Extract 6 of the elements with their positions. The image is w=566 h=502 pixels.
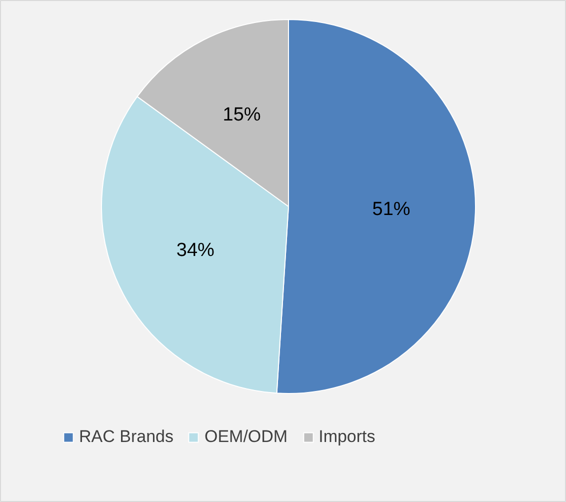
data-label: 51% <box>372 199 410 220</box>
data-label: 34% <box>176 240 215 261</box>
legend-label: Imports <box>318 427 376 447</box>
legend-label: RAC Brands <box>79 427 174 447</box>
data-label: 15% <box>222 104 261 126</box>
legend-label: OEM/ODM <box>204 427 288 447</box>
